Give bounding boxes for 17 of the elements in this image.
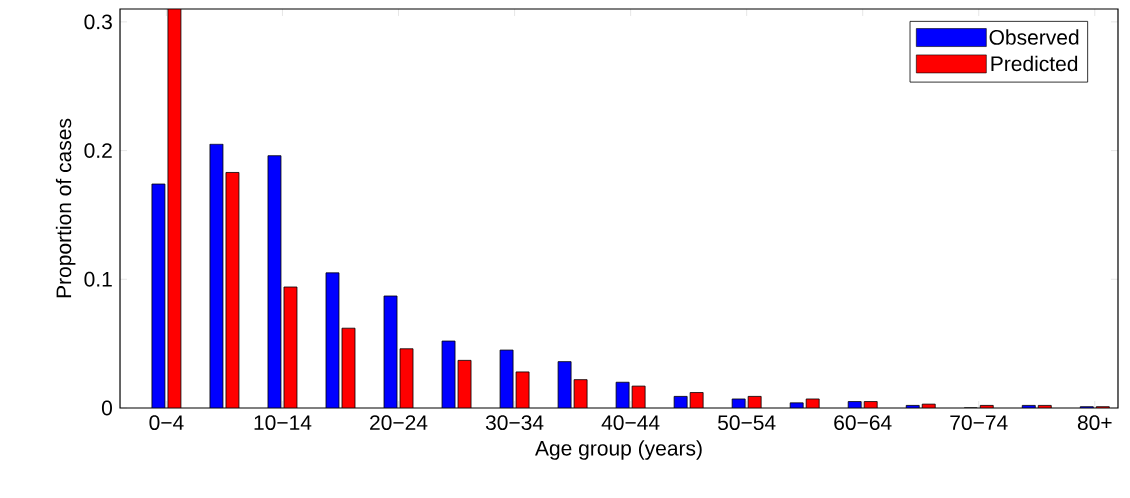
legend-label: Observed bbox=[989, 29, 1079, 45]
x-tick-label: 80+ bbox=[1077, 415, 1112, 431]
y-axis-title: Proportion of cases bbox=[55, 118, 76, 298]
y-tick-label: 0 bbox=[101, 400, 112, 416]
y-tick-label: 0.3 bbox=[84, 14, 112, 30]
x-tick-label: 40−44 bbox=[601, 415, 660, 431]
x-tick-label: 60−64 bbox=[834, 415, 892, 431]
y-tick-label: 0.2 bbox=[84, 143, 112, 159]
x-tick-label: 50−54 bbox=[718, 415, 776, 431]
x-tick-label: 30−34 bbox=[485, 415, 544, 431]
x-tick-label: 10−14 bbox=[254, 415, 312, 431]
x-tick-label: 70−74 bbox=[950, 415, 1008, 431]
x-axis-title: Age group (years) bbox=[535, 440, 702, 460]
x-tick-label: 20−24 bbox=[370, 415, 428, 431]
y-tick-label: 0.1 bbox=[84, 271, 112, 287]
x-tick-label: 0−4 bbox=[149, 415, 184, 431]
legend-label: Predicted bbox=[991, 55, 1078, 72]
